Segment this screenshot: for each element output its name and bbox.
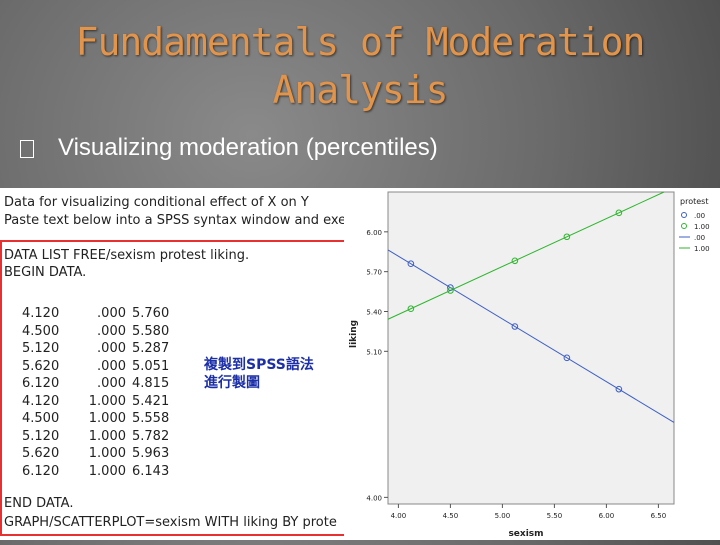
data-table: 4.120 .000 5.760 4.500 .000 5.580 5.120 .000 5.2…: [22, 305, 182, 480]
data-point: [563, 233, 571, 241]
y-axis-label: liking: [349, 320, 359, 348]
data-point: [447, 287, 454, 294]
liking-cell: 5.760: [132, 306, 170, 321]
protest-cell: 1.000: [88, 463, 126, 479]
sexism-cell: 4.120: [22, 306, 60, 321]
x-tick-label: 5.50: [547, 512, 563, 520]
x-tick-label: 5.00: [495, 512, 511, 520]
data-row: 5.620 1.000 5.963: [22, 445, 182, 463]
liking-cell: 5.782: [132, 428, 170, 444]
copy-annotation-line1: 複製到SPSS語法: [204, 357, 314, 373]
copy-annotation: 複製到SPSS語法 進行製圖: [204, 356, 314, 392]
data-point: [511, 323, 519, 330]
sexism-cell: 5.120: [22, 428, 60, 444]
data-row: 6.120 1.000 6.143: [22, 463, 182, 481]
data-point: [615, 385, 623, 393]
protest-cell: .000: [97, 341, 126, 356]
data-row: 5.120 1.000 5.782: [22, 428, 182, 446]
legend-marker: [681, 223, 687, 229]
x-tick-label: 6.00: [599, 512, 615, 520]
y-tick-label: 5.10: [366, 348, 382, 356]
slide-title: Fundamentals of Moderation Analysis: [0, 18, 720, 114]
data-row: 4.120 1.000 5.421: [22, 393, 182, 411]
y-tick-label: 5.70: [366, 269, 382, 277]
legend-label: 1.00: [694, 223, 710, 231]
sexism-cell: 5.120: [22, 341, 60, 356]
bullet-box-icon: [20, 140, 34, 158]
x-tick-label: 4.00: [391, 512, 407, 520]
plot-area: [387, 191, 675, 505]
data-point: [615, 209, 623, 217]
syntax-header-line1: Data for visualizing conditional effect …: [4, 195, 309, 210]
sexism-cell: 4.120: [22, 393, 60, 409]
data-row: 4.500 .000 5.580: [22, 323, 182, 341]
sexism-cell: 6.120: [22, 376, 60, 391]
series-line-0: [387, 249, 675, 423]
sexism-cell: 4.500: [22, 323, 60, 339]
data-point: [447, 284, 454, 291]
graph-command-line: GRAPH/SCATTERPLOT=sexism WITH liking BY …: [4, 515, 337, 530]
liking-cell: 5.421: [132, 393, 170, 409]
data-row: 4.120 .000 5.760: [22, 305, 182, 323]
legend-marker: [681, 212, 687, 218]
slide-title-line2: Analysis: [272, 68, 448, 112]
legend-label: .00: [694, 234, 705, 242]
protest-cell: .000: [97, 376, 126, 391]
sexism-cell: 5.620: [22, 446, 60, 461]
sexism-cell: 5.620: [22, 358, 60, 374]
y-tick-label: 4.00: [366, 494, 382, 502]
data-row: 5.120 .000 5.287: [22, 340, 182, 358]
legend: protest .00 1.00 .00 1.00: [679, 197, 710, 253]
data-point: [563, 354, 571, 362]
data-point: [511, 257, 519, 265]
liking-cell: 5.558: [132, 411, 170, 426]
data-row: 6.120 .000 4.815: [22, 375, 182, 393]
chart-panel: liking sexism 4.00 4.50 5.00 5.50 6.00 6.50 4…: [344, 188, 720, 540]
liking-cell: 5.051: [132, 358, 170, 374]
syntax-header-line2: Paste text below into a SPSS syntax wind…: [4, 213, 347, 228]
slide-title-line1: Fundamentals of Moderation: [75, 20, 646, 64]
liking-cell: 4.815: [132, 376, 170, 391]
protest-cell: .000: [97, 306, 126, 321]
sexism-cell: 6.120: [22, 463, 60, 479]
data-row: 4.500 1.000 5.558: [22, 410, 182, 428]
syntax-header: Data for visualizing conditional effect …: [4, 194, 346, 230]
protest-cell: .000: [97, 323, 126, 339]
protest-cell: 1.000: [88, 411, 126, 426]
protest-cell: 1.000: [88, 428, 126, 444]
x-tick-label: 4.50: [443, 512, 459, 520]
liking-cell: 5.287: [132, 341, 170, 356]
x-axis-label: sexism: [508, 529, 543, 539]
scatter-chart: liking sexism 4.00 4.50 5.00 5.50 6.00 6.50 4…: [349, 191, 710, 539]
legend-label: .00: [694, 212, 705, 220]
liking-cell: 5.580: [132, 323, 170, 339]
liking-cell: 6.143: [132, 463, 170, 479]
data-point: [407, 305, 415, 313]
y-tick-label: 6.00: [366, 229, 382, 237]
data-row: 5.620 .000 5.051: [22, 358, 182, 376]
begin-data-line: BEGIN DATA.: [4, 265, 87, 280]
data-point: [407, 260, 415, 267]
protest-cell: .000: [97, 358, 126, 374]
legend-label: 1.00: [694, 245, 710, 253]
protest-cell: 1.000: [88, 446, 126, 461]
protest-cell: 1.000: [88, 393, 126, 409]
syntax-highlight-box: [0, 240, 344, 536]
bullet-point: Visualizing moderation (percentiles): [20, 134, 438, 162]
series-line-1: [387, 191, 665, 320]
copy-annotation-line2: 進行製圖: [204, 375, 260, 391]
sexism-cell: 4.500: [22, 411, 60, 426]
legend-title: protest: [680, 197, 708, 206]
x-tick-label: 6.50: [651, 512, 667, 520]
bullet-text: Visualizing moderation (percentiles): [58, 134, 438, 161]
data-list-line: DATA LIST FREE/sexism protest liking.: [4, 248, 250, 263]
liking-cell: 5.963: [132, 446, 170, 461]
end-data-line: END DATA.: [4, 496, 74, 511]
y-tick-label: 5.40: [366, 308, 382, 316]
